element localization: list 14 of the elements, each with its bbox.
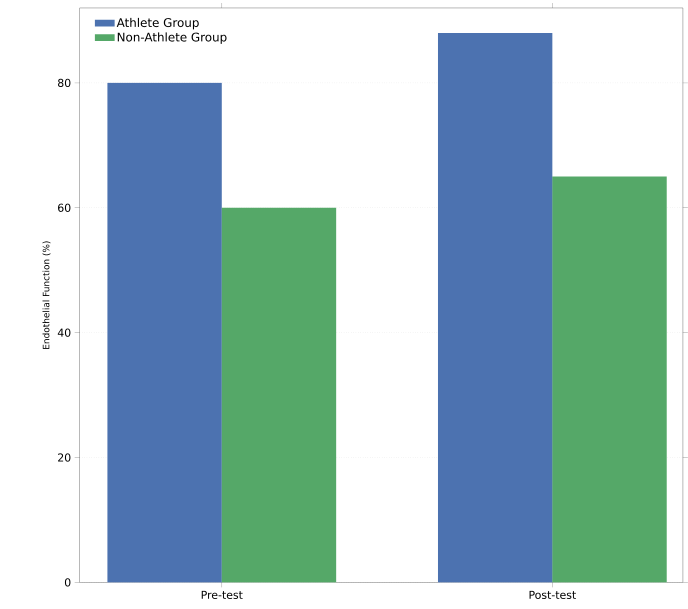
bar [438,32,552,582]
y-tick-label: 40 [58,328,70,337]
bar [222,208,336,582]
x-tick-label: Post-test [530,590,576,599]
y-tick-label: 0 [64,578,70,586]
legend-label: Athlete Group [116,18,199,30]
y-tick-label: 60 [58,204,70,212]
bar [552,176,667,582]
bar [107,82,222,582]
y-tick-label: 80 [58,78,70,87]
y-axis-title: Endothelial Function (%) [42,241,50,349]
x-tick-label: Pre-test [202,590,243,599]
y-tick-label: 20 [58,453,70,462]
legend-label: Non-Athlete Group [118,32,227,44]
